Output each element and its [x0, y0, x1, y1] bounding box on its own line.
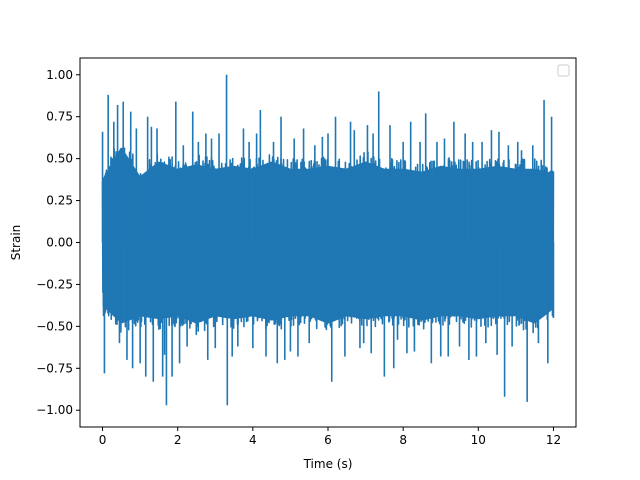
- y-axis: −1.00 −0.75 −0.50 −0.25 0.00 0.25 0.50 0.75 1.00: [36, 68, 80, 417]
- y-tick-label: 0.50: [46, 152, 73, 166]
- x-axis: 0 2 4 6 8 10 12: [99, 427, 561, 447]
- y-tick-label: 0.25: [46, 194, 73, 208]
- y-tick-label: −0.75: [36, 361, 73, 375]
- y-tick-label: −0.25: [36, 277, 73, 291]
- y-tick-label: −0.50: [36, 319, 73, 333]
- y-tick-label: −1.00: [36, 403, 73, 417]
- x-tick-label: 8: [399, 433, 407, 447]
- x-tick-label: 12: [546, 433, 561, 447]
- x-tick-label: 0: [99, 433, 107, 447]
- x-tick-label: 6: [324, 433, 332, 447]
- y-tick-label: 0.00: [46, 236, 73, 250]
- x-tick-label: 2: [174, 433, 182, 447]
- legend-box: [557, 64, 570, 77]
- x-tick-label: 4: [249, 433, 257, 447]
- series-layer: [101, 74, 555, 406]
- x-tick-label: 10: [471, 433, 486, 447]
- x-axis-label: Time (s): [303, 457, 353, 471]
- y-tick-label: 0.75: [46, 110, 73, 124]
- y-tick-label: 1.00: [46, 68, 73, 82]
- y-axis-label: Strain: [9, 225, 23, 261]
